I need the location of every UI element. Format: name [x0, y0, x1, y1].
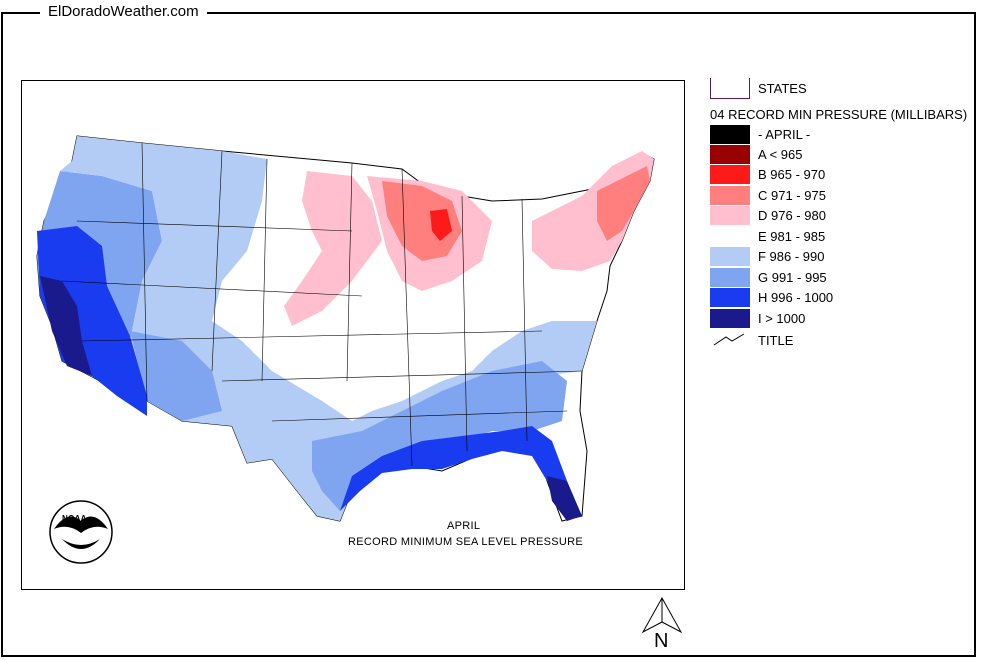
legend-class-label: E 981 - 985	[758, 228, 826, 244]
zone-f-northwest	[60, 136, 597, 521]
legend-states-label: STATES	[758, 80, 807, 96]
us-pressure-map	[36, 135, 655, 522]
outer-frame	[1, 12, 976, 657]
legend-class-row: A < 965	[710, 144, 802, 164]
legend-class-row: B 965 - 970	[710, 165, 825, 185]
legend-month-row: - APRIL -	[710, 124, 810, 144]
zone-c-lakes	[382, 181, 462, 261]
legend-class-swatch	[710, 267, 750, 287]
legend-class-label: C 971 - 975	[758, 187, 826, 203]
legend-title-row: TITLE	[710, 330, 793, 350]
map-caption-month: APRIL	[447, 520, 481, 532]
zone-b-wisconsin	[430, 209, 452, 241]
legend-class-row: C 971 - 975	[710, 185, 826, 205]
legend-heading: 04 RECORD MIN PRESSURE (MILLIBARS)	[710, 107, 968, 122]
noaa-logo-text: NOAA	[62, 514, 87, 523]
map-caption-subtitle: RECORD MINIMUM SEA LEVEL PRESSURE	[348, 536, 584, 548]
legend-class-label: A < 965	[758, 146, 803, 162]
legend-class-swatch	[710, 226, 750, 246]
legend-class-swatch	[710, 144, 750, 164]
legend-class-label: D 976 - 980	[758, 208, 826, 223]
legend-class-label: I > 1000	[758, 310, 806, 326]
zone-i-california	[40, 276, 92, 376]
legend-class-row: E 981 - 985	[710, 226, 825, 246]
zone-h-california	[37, 226, 147, 416]
legend-month-label: - APRIL -	[758, 126, 811, 142]
month-swatch	[710, 124, 750, 144]
zone-h-gulf	[340, 426, 567, 511]
legend-class-row: G 991 - 995	[710, 267, 827, 287]
legend-class-swatch	[710, 308, 750, 328]
zone-d-north	[284, 171, 382, 326]
legend-class-row: F 986 - 990	[710, 247, 825, 267]
legend-class-row: I > 1000	[710, 308, 805, 328]
legend: STATES 04 RECORD MIN PRESSURE (MILLIBARS…	[710, 78, 981, 368]
legend-class-row: H 996 - 1000	[710, 288, 833, 308]
legend-class-row: D 976 - 980	[710, 206, 826, 226]
zone-c-northeast	[597, 166, 650, 241]
legend-title-label: TITLE	[758, 332, 794, 348]
zone-g-south	[312, 361, 567, 511]
legend-class-swatch	[710, 288, 750, 307]
noaa-logo-icon	[49, 500, 113, 564]
legend-class-swatch	[710, 206, 750, 225]
legend-class-swatch	[710, 165, 750, 184]
state-lines	[61, 142, 583, 467]
map-frame: NOAA APRIL RECORD MINIMUM SEA LEVEL PRES…	[21, 80, 685, 590]
north-label: N	[654, 630, 669, 652]
site-title: ElDoradoWeather.com	[40, 2, 207, 22]
legend-class-label: B 965 - 970	[758, 167, 826, 182]
north-arrow-icon	[641, 596, 683, 634]
legend-class-label: F 986 - 990	[758, 249, 825, 264]
title-line-icon	[713, 333, 745, 345]
legend-class-swatch	[710, 185, 750, 205]
legend-class-label: G 991 - 995	[758, 269, 827, 285]
legend-states-row: STATES	[710, 78, 807, 99]
legend-class-label: H 996 - 1000	[758, 290, 834, 305]
zone-g-southwest	[130, 331, 222, 421]
legend-class-swatch	[710, 247, 750, 266]
states-swatch	[710, 78, 750, 99]
zone-i-florida	[547, 476, 582, 521]
